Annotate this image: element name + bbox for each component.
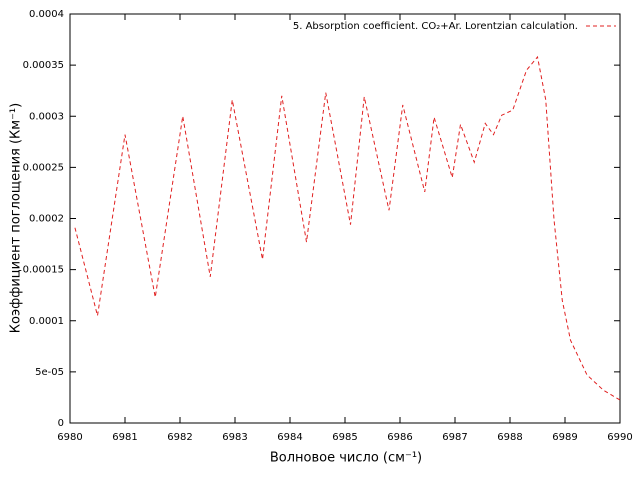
- y-tick-label: 0.0004: [29, 9, 64, 20]
- x-tick-label: 6986: [387, 432, 412, 443]
- y-axis-label: Коэффициент поглощения (Км⁻¹): [9, 103, 24, 333]
- y-tick-label: 0.0003: [29, 111, 64, 122]
- y-tick-label: 0.00035: [23, 60, 64, 71]
- x-tick-label: 6988: [497, 432, 522, 443]
- legend-label: 5. Absorption coefficient. CO₂+Ar. Loren…: [293, 21, 578, 32]
- y-tick-label: 0.00015: [23, 265, 64, 276]
- x-tick-label: 6983: [222, 432, 247, 443]
- y-tick-label: 0.00025: [23, 162, 64, 173]
- x-tick-label: 6990: [607, 432, 632, 443]
- x-tick-label: 6985: [332, 432, 357, 443]
- x-tick-label: 6989: [552, 432, 577, 443]
- x-tick-label: 6984: [277, 432, 302, 443]
- y-tick-label: 5e-05: [35, 367, 64, 378]
- x-tick-label: 6987: [442, 432, 467, 443]
- x-axis-label: Волновое число (см⁻¹): [270, 451, 422, 466]
- data-line: [74, 55, 621, 401]
- y-tick-label: 0: [58, 418, 64, 429]
- y-tick-label: 0.0001: [29, 316, 64, 327]
- x-tick-label: 6981: [112, 432, 137, 443]
- x-tick-label: 6982: [167, 432, 192, 443]
- x-tick-label: 6980: [57, 432, 82, 443]
- y-tick-label: 0.0002: [29, 214, 64, 225]
